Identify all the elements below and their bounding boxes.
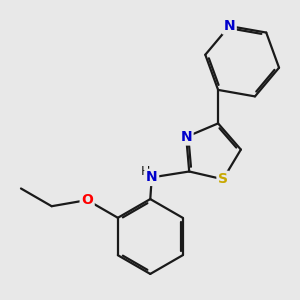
Text: N: N [146,170,158,184]
Text: N: N [180,130,192,144]
Text: N: N [224,19,235,33]
Text: H: H [140,165,150,178]
Text: S: S [218,172,228,186]
Text: O: O [81,193,93,207]
